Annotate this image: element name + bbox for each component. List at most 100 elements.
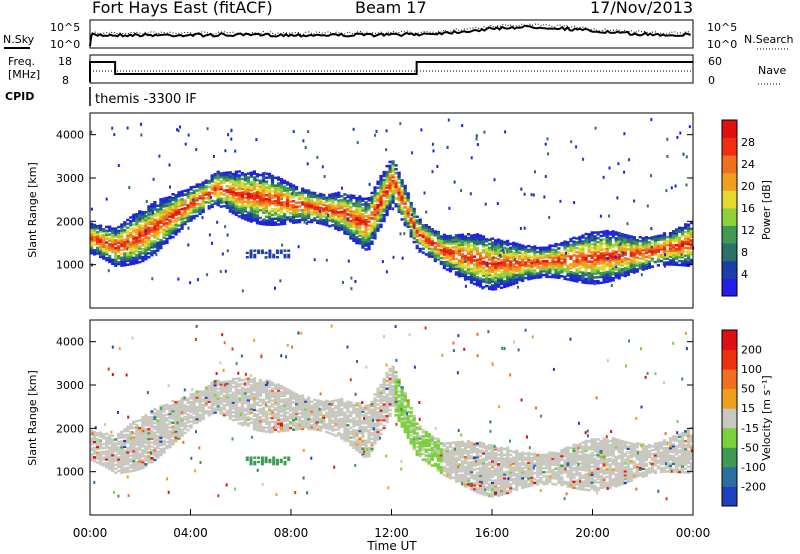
power-cell (466, 270, 471, 273)
power-cell (641, 266, 645, 269)
velocity-cell (276, 412, 281, 416)
power-cell (153, 240, 157, 243)
power-cell (418, 234, 422, 237)
power-cell (436, 240, 440, 244)
power-cell (156, 235, 160, 239)
power-cell (373, 207, 377, 211)
power-cell (626, 267, 630, 271)
power-cell (273, 194, 278, 197)
power-scatter (570, 140, 573, 144)
power-cell (608, 242, 612, 246)
power-cell (430, 251, 434, 254)
velocity-cell (96, 455, 100, 458)
power-cell (304, 210, 308, 214)
power-cell (379, 204, 383, 207)
velocity-cell (90, 429, 94, 433)
power-cell (518, 257, 522, 260)
power-cell (195, 206, 199, 210)
power-cell (379, 190, 383, 193)
velocity-cell (105, 432, 109, 436)
power-cell (478, 281, 483, 284)
velocity-cell (141, 423, 145, 427)
power-cell (114, 260, 118, 263)
power-cell (400, 212, 404, 215)
power-cell (599, 260, 603, 263)
power-cell (120, 239, 124, 242)
power-cell (129, 257, 133, 260)
power-cell (361, 234, 365, 237)
power-cell (457, 271, 461, 274)
power-cell (325, 208, 329, 211)
velocity-cell (156, 409, 160, 412)
power-cell (506, 241, 510, 245)
velocity-cell (153, 449, 157, 452)
power-cell (180, 204, 184, 207)
power-cell (385, 164, 389, 168)
velocity-cell (222, 390, 226, 393)
power-cell (111, 235, 115, 238)
power-cell (132, 237, 136, 240)
power-cell (334, 194, 338, 197)
velocity-cell (102, 436, 106, 440)
power-cell (674, 238, 679, 241)
velocity-cell (240, 414, 244, 417)
power-cell (114, 239, 118, 242)
velocity-cell (183, 427, 187, 431)
power-cell (132, 215, 136, 219)
power-cell (593, 245, 597, 248)
power-cell (406, 206, 410, 209)
power-cell (192, 203, 196, 206)
power-cell (400, 206, 404, 209)
power-cell (301, 212, 305, 216)
power-scatter (514, 258, 516, 261)
power-cell (364, 234, 368, 238)
power-cell (234, 197, 238, 201)
power-cell (433, 232, 437, 235)
power-cell (264, 188, 269, 191)
power-cell (690, 245, 694, 248)
power-cell (349, 233, 353, 236)
power-cell (201, 204, 205, 208)
power-cell (379, 215, 383, 219)
power-cell (506, 282, 510, 286)
power-cell (264, 221, 269, 224)
power-cell (421, 226, 425, 229)
power-scatter (623, 170, 626, 174)
power-cell (334, 217, 338, 221)
power-cell (261, 199, 266, 203)
power-cell (503, 258, 507, 261)
power-cell (301, 208, 305, 212)
power-cell (249, 175, 253, 178)
velocity-cell (219, 410, 223, 413)
power-cell (690, 227, 694, 231)
power-cell (328, 197, 332, 201)
power-cell (617, 259, 621, 262)
power-cell (349, 194, 353, 197)
power-cell (105, 231, 109, 235)
power-cell (243, 188, 247, 192)
power-cell (530, 277, 534, 280)
power-cell (216, 178, 220, 181)
power-cell (165, 206, 169, 209)
power-cell (177, 193, 181, 196)
power-cell (608, 279, 612, 283)
velocity-cell (135, 457, 139, 460)
power-cell (298, 191, 302, 195)
velocity-cell (90, 449, 94, 452)
power-cell (442, 233, 446, 237)
power-cell (99, 247, 103, 251)
velocity-cell (90, 455, 94, 458)
velocity-cell (174, 418, 178, 422)
power-cell (267, 213, 272, 217)
power-cell (617, 247, 621, 251)
power-scatter (230, 129, 233, 133)
power-cell (292, 194, 296, 197)
power-cell (313, 207, 317, 210)
power-cell (527, 250, 531, 254)
power-cell (144, 248, 148, 251)
power-cell (162, 218, 166, 222)
power-scatter (432, 149, 435, 153)
power-cell (370, 240, 374, 243)
power-cell (165, 210, 169, 213)
power-cell (536, 246, 540, 250)
